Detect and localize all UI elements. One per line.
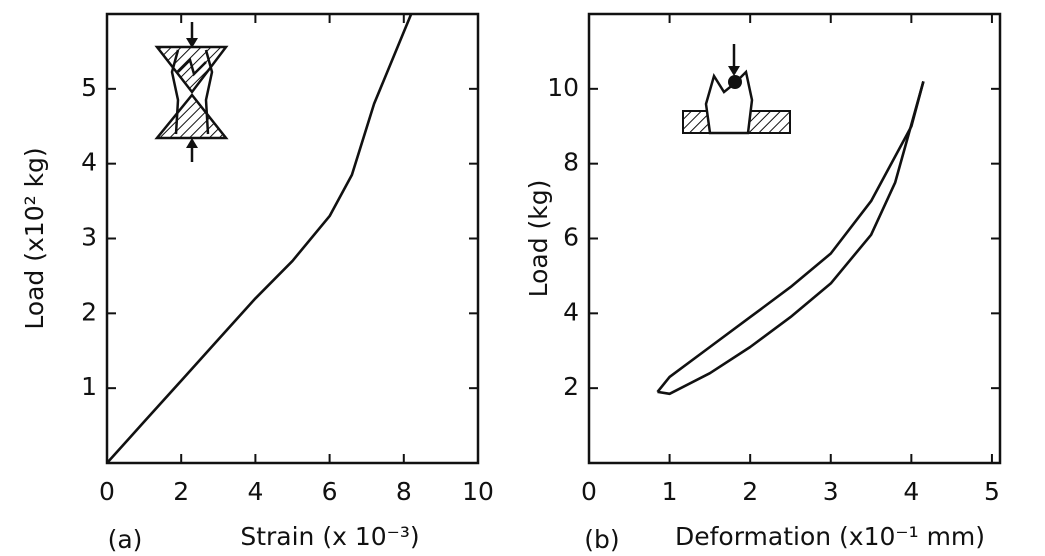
y-tick-label: 8 bbox=[563, 148, 579, 177]
y-axis-label: Load (x10² kg) bbox=[20, 147, 49, 329]
x-tick-label: 2 bbox=[173, 477, 189, 506]
y-tick-label: 1 bbox=[81, 372, 97, 401]
y-tick-label: 6 bbox=[563, 223, 579, 252]
x-axis-label: Deformation (x10⁻¹ mm) bbox=[675, 522, 985, 551]
x-tick-label: 4 bbox=[247, 477, 263, 506]
inset-icon bbox=[154, 22, 229, 162]
x-tick-label: 5 bbox=[984, 477, 1000, 506]
x-tick-label: 1 bbox=[662, 477, 678, 506]
x-tick-label: 10 bbox=[462, 477, 494, 506]
plot-frame bbox=[105, 12, 480, 465]
y-axis-label: Load (kg) bbox=[524, 180, 553, 298]
y-tick-label: 2 bbox=[81, 297, 97, 326]
y-tick-label: 3 bbox=[81, 223, 97, 252]
x-tick-label: 2 bbox=[742, 477, 758, 506]
x-axis-label: Strain (x 10⁻³) bbox=[240, 522, 419, 551]
data-line bbox=[656, 81, 925, 393]
panel-label: (a) bbox=[108, 525, 143, 554]
x-tick-label: 6 bbox=[322, 477, 338, 506]
x-tick-label: 0 bbox=[99, 477, 115, 506]
x-tick-label: 4 bbox=[903, 477, 919, 506]
x-tick-label: 8 bbox=[396, 477, 412, 506]
plot-frame bbox=[587, 12, 1002, 465]
y-tick-label: 4 bbox=[563, 297, 579, 326]
y-tick-label: 5 bbox=[81, 73, 97, 102]
x-tick-label: 0 bbox=[581, 477, 597, 506]
panel-label: (b) bbox=[584, 525, 619, 554]
x-tick-label: 3 bbox=[823, 477, 839, 506]
data-line bbox=[657, 81, 925, 396]
inset-icon bbox=[682, 44, 791, 135]
y-tick-label: 4 bbox=[81, 148, 97, 177]
y-tick-label: 2 bbox=[563, 372, 579, 401]
data-line bbox=[106, 13, 413, 464]
y-tick-label: 10 bbox=[547, 73, 579, 102]
